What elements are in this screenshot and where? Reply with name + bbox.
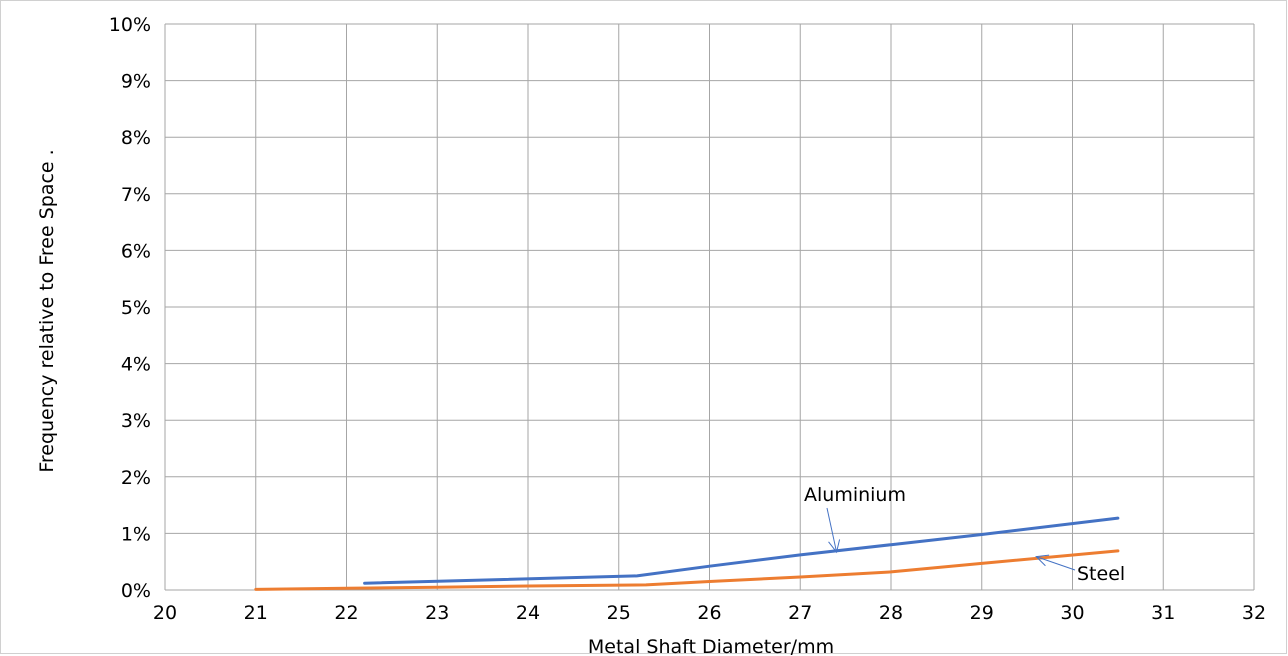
annotations: Aluminium Steel (804, 484, 1125, 585)
x-tick-label: 22 (334, 602, 358, 624)
y-tick-label: 9% (121, 71, 151, 93)
y-tick-label: 2% (121, 467, 151, 489)
annotation-arrow (1036, 556, 1076, 571)
x-tick-label: 32 (1242, 602, 1266, 624)
x-axis-title: Metal Shaft Diameter/mm (588, 636, 834, 656)
y-tick-label: 0% (121, 580, 151, 602)
annotation-arrow (826, 507, 838, 553)
x-axis-ticks: 20 21 22 23 24 25 26 27 28 29 30 31 32 (153, 602, 1266, 624)
x-tick-label: 26 (697, 602, 721, 624)
x-tick-label: 29 (970, 602, 994, 624)
y-tick-label: 3% (121, 410, 151, 432)
y-tick-label: 6% (121, 240, 151, 262)
x-tick-label: 25 (607, 602, 631, 624)
series-line-steel (254, 549, 1120, 591)
y-tick-label: 4% (121, 354, 151, 376)
y-tick-label: 10% (109, 14, 151, 36)
y-tick-label: 5% (121, 297, 151, 319)
x-tick-label: 20 (153, 602, 177, 624)
x-tick-label: 31 (1151, 602, 1175, 624)
series-line-aluminium (363, 516, 1120, 585)
y-tick-label: 7% (121, 184, 151, 206)
y-axis-ticks: 0% 1% 2% 3% 4% 5% 6% 7% 8% 9% 10% (109, 14, 151, 602)
x-tick-label: 27 (788, 602, 812, 624)
x-tick-label: 28 (879, 602, 903, 624)
y-axis-title: Frequency relative to Free Space . (36, 149, 58, 472)
x-tick-label: 24 (516, 602, 540, 624)
annotation-arrowhead (1035, 554, 1050, 567)
series-lines (254, 516, 1120, 591)
grid-lines (164, 23, 1255, 591)
x-tick-label: 23 (425, 602, 449, 624)
annotation-label: Aluminium (804, 484, 906, 506)
y-tick-label: 1% (121, 523, 151, 545)
x-tick-label: 30 (1060, 602, 1084, 624)
annotation-arrowhead (828, 539, 841, 554)
annotation-label: Steel (1077, 563, 1125, 585)
y-tick-label: 8% (121, 127, 151, 149)
x-tick-label: 21 (244, 602, 268, 624)
